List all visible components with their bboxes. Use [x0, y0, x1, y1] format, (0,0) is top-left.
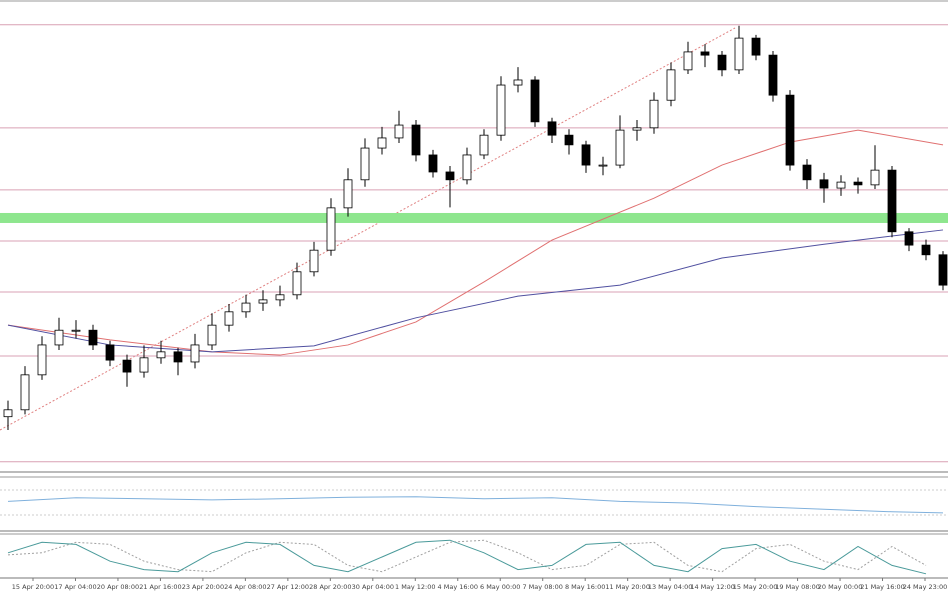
candle-body [377, 137, 387, 149]
candle-body [921, 244, 931, 256]
candle-body [564, 134, 574, 146]
time-label: 24 May 23:00 [903, 583, 948, 591]
candle-body [513, 79, 523, 86]
candle-body [428, 154, 438, 173]
candle-body [207, 324, 217, 346]
time-label: 17 Apr 04:00 [54, 583, 96, 591]
candle-body [547, 121, 557, 136]
candle-body [445, 171, 455, 181]
candle-body [224, 311, 234, 326]
candle-body [156, 351, 166, 359]
candle-body [190, 344, 200, 363]
time-label: 1 May 12:00 [395, 583, 435, 591]
candle-body [785, 94, 795, 166]
candle-body [819, 179, 829, 189]
candle-body [615, 129, 625, 166]
candle-body [292, 271, 302, 296]
candle-body [139, 357, 149, 373]
candle-body [836, 181, 846, 189]
candle-body [904, 231, 914, 246]
candle-body [751, 37, 761, 56]
candle-body [462, 154, 472, 181]
candle-body [275, 294, 285, 301]
candle-body [122, 359, 132, 373]
candle-body [802, 164, 812, 181]
time-label: 8 May 16:00 [565, 583, 605, 591]
time-label: 6 May 00:00 [480, 583, 520, 591]
time-label: 15 May 20:00 [733, 583, 778, 591]
candle-body [309, 249, 319, 273]
candle-body [649, 99, 659, 129]
candle-body [683, 51, 693, 71]
candle-body [479, 134, 489, 156]
candle-body [105, 344, 115, 361]
time-label: 4 May 16:00 [438, 583, 478, 591]
stochastic-main [7, 539, 927, 575]
candle-body [734, 37, 744, 71]
time-label: 19 May 08:00 [775, 583, 820, 591]
time-label: 27 Apr 12:00 [267, 583, 309, 591]
candle-body [326, 207, 336, 251]
time-label: 21 May 16:00 [860, 583, 905, 591]
time-label: 20 May 00:00 [818, 583, 863, 591]
candle-body [258, 299, 268, 304]
zone [0, 212, 948, 223]
time-label: 24 Apr 08:00 [224, 583, 266, 591]
candle-body [938, 254, 948, 286]
candle-body [768, 54, 778, 96]
candle-body [700, 51, 710, 56]
candle-body [717, 54, 727, 71]
candle-body [530, 79, 540, 123]
rsi-line [7, 496, 944, 514]
time-label: 20 Apr 08:00 [97, 583, 139, 591]
candle-body [887, 169, 897, 233]
time-label: 11 May 20:00 [605, 583, 650, 591]
time-label: 15 Apr 20:00 [12, 583, 54, 591]
candle-body [870, 169, 880, 186]
candle-body [241, 302, 251, 313]
candle-body [88, 329, 98, 346]
candle-body [360, 147, 370, 181]
time-label: 21 Apr 16:00 [139, 583, 181, 591]
time-label: 30 Apr 04:00 [352, 583, 394, 591]
candle-body [20, 374, 30, 411]
candle-body [71, 329, 81, 332]
candle-body [173, 351, 183, 363]
time-label: 13 May 04:00 [648, 583, 693, 591]
time-label: 28 Apr 20:00 [309, 583, 351, 591]
candle-body [411, 124, 421, 156]
candle-body [632, 127, 642, 131]
candle-body [581, 144, 591, 166]
candle-body [343, 179, 353, 209]
candle-body [394, 124, 404, 139]
candle-body [37, 344, 47, 376]
time-label: 23 Apr 20:00 [182, 583, 224, 591]
candle-body [3, 409, 13, 418]
candle-body [54, 329, 64, 346]
stochastic-signal [7, 539, 927, 573]
candle-body [598, 164, 608, 167]
candle-body [496, 84, 506, 136]
time-label: 14 May 12:00 [690, 583, 735, 591]
candle-body [853, 181, 863, 186]
time-label: 7 May 08:00 [522, 583, 562, 591]
candle-body [666, 69, 676, 101]
